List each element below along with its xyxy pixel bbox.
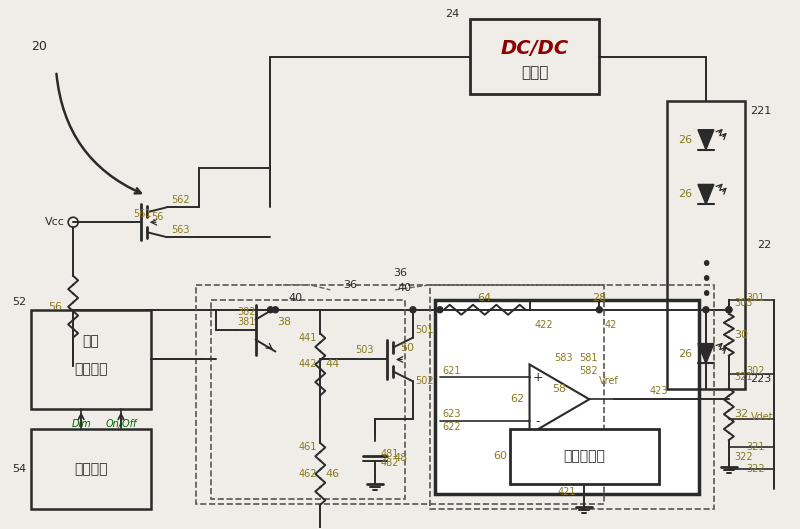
Text: DC/DC: DC/DC: [501, 39, 569, 58]
Text: 503: 503: [355, 344, 374, 354]
Text: 26: 26: [678, 349, 692, 359]
Bar: [31, 429, 151, 509]
Text: 303: 303: [734, 298, 752, 308]
Text: 46: 46: [326, 469, 339, 479]
Text: 482: 482: [380, 458, 398, 468]
Text: 主板电路: 主板电路: [74, 462, 108, 476]
Text: 421: 421: [558, 487, 576, 497]
Text: 58: 58: [552, 385, 566, 394]
Bar: [510, 429, 659, 484]
Circle shape: [726, 307, 732, 313]
Text: On/Off: On/Off: [106, 419, 137, 429]
Polygon shape: [698, 343, 714, 363]
Text: 462: 462: [298, 469, 317, 479]
Text: 563: 563: [170, 225, 190, 235]
Polygon shape: [698, 130, 714, 150]
Text: 582: 582: [579, 367, 598, 377]
Bar: [31, 310, 151, 409]
Text: 40: 40: [288, 293, 302, 303]
Text: 22: 22: [757, 240, 771, 250]
Circle shape: [703, 307, 709, 313]
Text: 502: 502: [415, 376, 434, 386]
Text: 38: 38: [278, 317, 291, 327]
Text: 441: 441: [298, 333, 317, 343]
Text: 621: 621: [443, 367, 462, 377]
Text: 转换器: 转换器: [521, 66, 548, 80]
Text: 50: 50: [400, 343, 414, 352]
Text: 501: 501: [415, 325, 434, 335]
Text: 32: 32: [734, 409, 748, 419]
Text: •: •: [700, 256, 712, 275]
Circle shape: [437, 307, 443, 313]
Text: -: -: [535, 415, 540, 427]
Text: Vcc: Vcc: [46, 217, 65, 227]
Text: 581: 581: [579, 352, 598, 362]
Text: 20: 20: [31, 40, 47, 53]
Text: 60: 60: [494, 451, 508, 461]
Text: 36: 36: [393, 268, 407, 278]
Circle shape: [273, 307, 278, 313]
Circle shape: [726, 307, 732, 313]
Text: 223: 223: [750, 375, 771, 385]
Text: 56: 56: [151, 212, 163, 222]
Text: 控制电路: 控制电路: [74, 362, 108, 377]
Text: 302: 302: [746, 367, 766, 377]
Text: 56: 56: [48, 302, 62, 312]
Bar: [430, 285, 714, 509]
Text: 参考电压源: 参考电压源: [563, 450, 606, 463]
Text: 622: 622: [443, 422, 462, 432]
Text: •: •: [700, 270, 712, 289]
Text: 322: 322: [734, 452, 753, 462]
Text: 461: 461: [298, 442, 317, 452]
Bar: [435, 300, 699, 494]
Text: Vdet: Vdet: [750, 412, 774, 422]
Circle shape: [267, 307, 274, 313]
Text: 26: 26: [678, 135, 692, 144]
Text: 36: 36: [343, 280, 357, 290]
Text: •: •: [700, 285, 712, 304]
Text: 322: 322: [746, 464, 766, 474]
Text: 26: 26: [678, 189, 692, 199]
Text: 321: 321: [746, 442, 766, 452]
Text: 44: 44: [326, 360, 339, 369]
Text: 42: 42: [604, 320, 617, 330]
Text: 54: 54: [12, 464, 26, 474]
Text: 48: 48: [393, 453, 407, 463]
Text: 583: 583: [554, 352, 573, 362]
Text: 481: 481: [380, 449, 398, 459]
Text: 52: 52: [12, 297, 26, 307]
Circle shape: [410, 307, 416, 313]
Text: 321: 321: [734, 372, 752, 382]
Text: 28: 28: [592, 293, 606, 303]
Text: 382: 382: [238, 307, 256, 317]
Text: 40: 40: [398, 283, 412, 293]
Text: 381: 381: [238, 317, 256, 327]
Text: 562: 562: [170, 195, 190, 205]
Text: 301: 301: [746, 293, 765, 303]
Text: 561: 561: [133, 209, 151, 219]
Bar: [196, 285, 604, 504]
Text: 422: 422: [534, 320, 553, 330]
Circle shape: [596, 307, 602, 313]
Text: 24: 24: [446, 10, 460, 20]
Bar: [470, 19, 599, 94]
Text: Dim: Dim: [71, 419, 91, 429]
Bar: [210, 300, 405, 499]
Text: 623: 623: [443, 409, 462, 419]
Text: 30: 30: [734, 330, 748, 340]
Text: 62: 62: [510, 394, 525, 404]
Text: Vref: Vref: [599, 376, 619, 386]
Text: 442: 442: [298, 360, 317, 369]
Text: 64: 64: [478, 293, 492, 303]
Text: 221: 221: [750, 106, 771, 116]
Polygon shape: [698, 185, 714, 204]
Bar: [667, 101, 745, 389]
Text: 开关: 开关: [82, 335, 99, 349]
Text: +: +: [532, 371, 543, 384]
Text: 423: 423: [649, 386, 668, 396]
